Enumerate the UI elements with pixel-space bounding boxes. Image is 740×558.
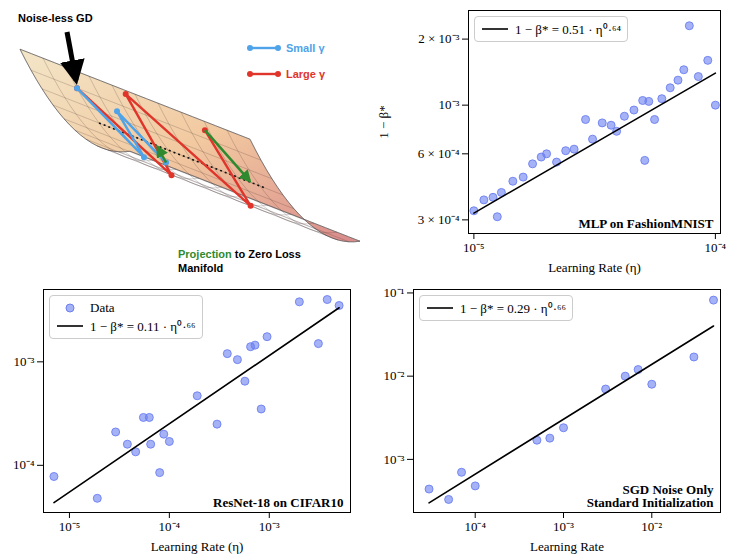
svg-text:SGD Noise OnlyStandard Initial: SGD Noise OnlyStandard Initialization — [587, 482, 715, 510]
svg-text:Small γ: Small γ — [286, 42, 325, 54]
svg-text:2 × 10⁻³: 2 × 10⁻³ — [418, 31, 459, 46]
html-text:Data: Data — [90, 300, 115, 315]
html-text:1 − β* = 0.51 · η⁰·⁶⁴: 1 − β* = 0.51 · η⁰·⁶⁴ — [515, 22, 622, 37]
svg-text:10⁻⁵: 10⁻⁵ — [59, 519, 81, 534]
svg-text:Learning Rate (η): Learning Rate (η) — [151, 539, 244, 554]
svg-text:Manifold: Manifold — [178, 262, 223, 274]
svg-text:Noise-less GD: Noise-less GD — [18, 12, 93, 24]
svg-text:10⁻⁴: 10⁻⁴ — [705, 240, 727, 255]
svg-text:Learning Rate: Learning Rate — [530, 539, 604, 554]
svg-text:10⁻⁴: 10⁻⁴ — [13, 457, 35, 472]
svg-text:10⁻⁴: 10⁻⁴ — [464, 519, 486, 534]
svg-text:10⁻⁴: 10⁻⁴ — [159, 519, 181, 534]
svg-text:MLP on FashionMNIST: MLP on FashionMNIST — [578, 216, 713, 231]
svg-text:ResNet-18 on CIFAR10: ResNet-18 on CIFAR10 — [213, 495, 343, 510]
svg-text:1 − β*: 1 − β* — [376, 105, 391, 138]
html-text:1 − β* = 0.11 · η⁰·⁶⁶: 1 − β* = 0.11 · η⁰·⁶⁶ — [90, 319, 196, 334]
svg-text:10⁻²: 10⁻² — [384, 368, 405, 383]
svg-text:10⁻⁵: 10⁻⁵ — [463, 240, 485, 255]
svg-text:10⁻¹: 10⁻¹ — [384, 285, 405, 300]
svg-text:Projection to Zero Loss: Projection to Zero Loss — [178, 248, 301, 260]
svg-text:10⁻³: 10⁻³ — [439, 97, 460, 112]
svg-text:Learning Rate (η): Learning Rate (η) — [548, 260, 641, 275]
svg-text:10⁻³: 10⁻³ — [259, 519, 280, 534]
svg-text:10⁻³: 10⁻³ — [553, 519, 574, 534]
svg-text:Large γ: Large γ — [286, 68, 326, 80]
svg-text:10⁻³: 10⁻³ — [384, 452, 405, 467]
svg-text:10⁻²: 10⁻² — [641, 519, 662, 534]
svg-text:6 × 10⁻⁴: 6 × 10⁻⁴ — [418, 146, 460, 161]
svg-text:3 × 10⁻⁴: 3 × 10⁻⁴ — [418, 212, 460, 227]
svg-text:10⁻³: 10⁻³ — [14, 354, 35, 369]
html-text:1 − β* = 0.29 · η⁰·⁶⁶: 1 − β* = 0.29 · η⁰·⁶⁶ — [460, 301, 567, 316]
